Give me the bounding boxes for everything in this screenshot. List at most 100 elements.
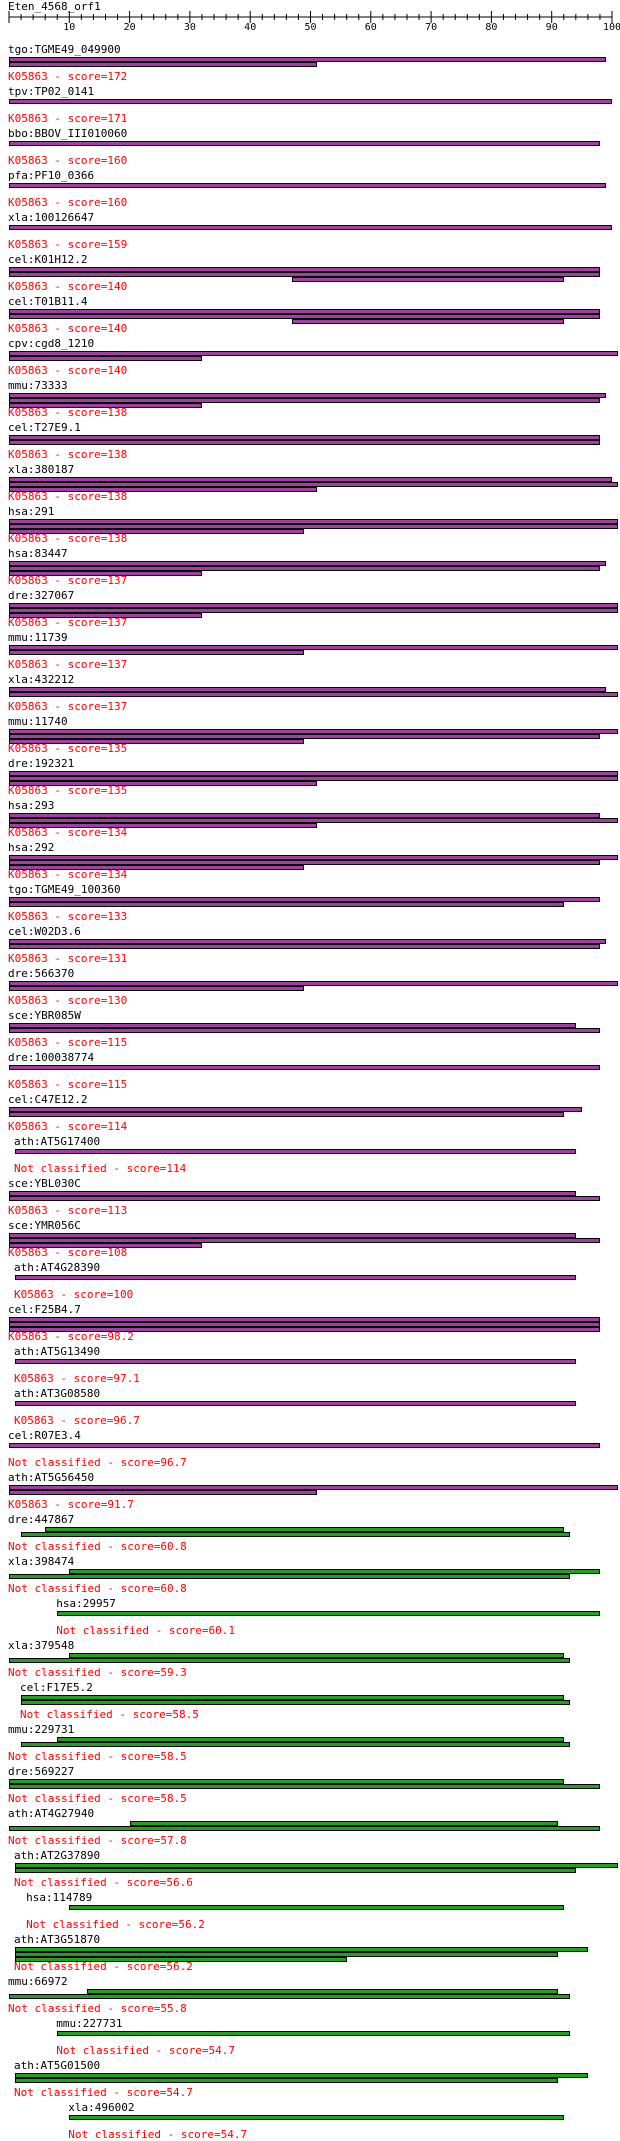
alignment-bar	[87, 1989, 558, 1994]
alignment-bar	[9, 729, 619, 734]
hit-name-link[interactable]: mmu:11739	[8, 631, 68, 644]
alignment-bar	[9, 435, 600, 440]
hit-score-label: Not classified - score=56.2	[14, 1960, 193, 1973]
ruler-tick-label: 50	[304, 22, 316, 30]
alignment-bar	[9, 225, 612, 230]
hit-name-link[interactable]: hsa:83447	[8, 547, 68, 560]
hit-name-link[interactable]: hsa:114789	[26, 1891, 93, 1904]
ruler-tick-label: 60	[365, 22, 377, 30]
alignment-bar	[9, 519, 619, 524]
hit-name-link[interactable]: ath:AT5G01500	[14, 2059, 101, 2072]
alignment-bar	[292, 277, 564, 282]
hit-name-link[interactable]: ath:AT2G37890	[14, 1849, 101, 1862]
hit-name-link[interactable]: dre:327067	[8, 589, 75, 602]
hit-name-link[interactable]: sce:YBR085W	[8, 1009, 81, 1022]
hit-name-link[interactable]: xla:432212	[8, 673, 75, 686]
hit-name-link[interactable]: xla:496002	[68, 2101, 135, 2114]
hit-name-link[interactable]: hsa:291	[8, 505, 55, 518]
alignment-bar	[15, 1359, 576, 1364]
alignment-bar	[9, 99, 612, 104]
hit-name-link[interactable]: xla:380187	[8, 463, 75, 476]
alignment-bar	[57, 1611, 600, 1616]
hit-score-label: K05863 - score=97.1	[14, 1372, 140, 1385]
alignment-bar	[9, 613, 202, 618]
hit-name-link[interactable]: tpv:TP02_0141	[8, 85, 95, 98]
alignment-bar	[15, 2078, 558, 2083]
hit-name-link[interactable]: dre:566370	[8, 967, 75, 980]
hit-score-label: K05863 - score=130	[8, 994, 128, 1007]
alignment-bar	[9, 944, 600, 949]
alignment-bar	[9, 571, 202, 576]
hit-name-link[interactable]: dre:192321	[8, 757, 75, 770]
ruler-tick-label: 20	[124, 22, 136, 30]
alignment-bar	[15, 1868, 576, 1873]
hit-name-link[interactable]: hsa:292	[8, 841, 55, 854]
hit-score-label: K05863 - score=135	[8, 784, 128, 797]
hit-name-link[interactable]: sce:YBL030C	[8, 1177, 81, 1190]
ruler-tick-label: 10	[63, 22, 75, 30]
alignment-bar	[15, 1275, 576, 1280]
hit-name-link[interactable]: cel:R07E3.4	[8, 1429, 81, 1442]
alignment-bar	[15, 2073, 588, 2078]
hit-name-link[interactable]: ath:AT3G51870	[14, 1933, 101, 1946]
hit-name-link[interactable]: cel:F17E5.2	[20, 1681, 93, 1694]
hit-score-label: K05863 - score=96.7	[14, 1414, 140, 1427]
alignment-bar	[15, 1947, 588, 1952]
hit-name-link[interactable]: ath:AT5G56450	[8, 1471, 95, 1484]
alignment-bar	[9, 1327, 600, 1332]
hit-name-link[interactable]: ath:AT5G13490	[14, 1345, 101, 1358]
hit-name-link[interactable]: mmu:229731	[8, 1723, 75, 1736]
alignment-bar	[9, 309, 600, 314]
hit-score-label: Not classified - score=54.7	[56, 2044, 236, 2057]
hit-name-link[interactable]: cel:C47E12.2	[8, 1093, 88, 1106]
hit-name-link[interactable]: bbo:BBOV_III010060	[8, 127, 128, 140]
hit-score-label: K05863 - score=160	[8, 154, 128, 167]
ruler-tick-label: 70	[425, 22, 437, 30]
hit-name-link[interactable]: cel:F25B4.7	[8, 1303, 81, 1316]
hit-name-link[interactable]: cel:W02D3.6	[8, 925, 81, 938]
hit-name-link[interactable]: dre:100038774	[8, 1051, 95, 1064]
hit-name-link[interactable]: dre:569227	[8, 1765, 75, 1778]
hit-name-link[interactable]: cpv:cgd8_1210	[8, 337, 95, 350]
alignment-bar	[21, 1742, 570, 1747]
hit-name-link[interactable]: hsa:29957	[56, 1597, 116, 1610]
hit-name-link[interactable]: pfa:PF10_0366	[8, 169, 95, 182]
hit-name-link[interactable]: xla:100126647	[8, 211, 95, 224]
hit-name-link[interactable]: mmu:66972	[8, 1975, 68, 1988]
hit-name-link[interactable]: tgo:TGME49_100360	[8, 883, 121, 896]
hit-name-link[interactable]: mmu:11740	[8, 715, 68, 728]
alignment-bar	[15, 1952, 558, 1957]
hit-name-link[interactable]: sce:YMR056C	[8, 1219, 81, 1232]
hit-name-link[interactable]: hsa:293	[8, 799, 55, 812]
hit-name-link[interactable]: mmu:73333	[8, 379, 68, 392]
hit-score-label: K05863 - score=134	[8, 826, 128, 839]
hit-score-label: K05863 - score=135	[8, 742, 128, 755]
hit-name-link[interactable]: dre:447867	[8, 1513, 75, 1526]
hit-score-label: Not classified - score=54.7	[14, 2086, 193, 2099]
hit-name-link[interactable]: xla:379548	[8, 1639, 75, 1652]
hit-name-link[interactable]: xla:398474	[8, 1555, 75, 1568]
sequence-ruler: 10 20 30 40 50 60 70 80 90 100	[8, 11, 620, 30]
query-title: Eten_4568_orf1	[8, 0, 101, 13]
alignment-bar	[15, 1863, 619, 1868]
hit-score-label: K05863 - score=115	[8, 1036, 128, 1049]
hit-name-link[interactable]: ath:AT5G17400	[14, 1135, 101, 1148]
hit-name-link[interactable]: mmu:227731	[56, 2017, 123, 2030]
hit-score-label: K05863 - score=138	[8, 490, 128, 503]
alignment-bar	[57, 1737, 564, 1742]
hit-score-label: K05863 - score=140	[8, 322, 128, 335]
hit-name-link[interactable]: cel:K01H12.2	[8, 253, 88, 266]
alignment-bar	[9, 981, 619, 986]
hit-score-label: K05863 - score=160	[8, 196, 128, 209]
hit-name-link[interactable]: cel:T27E9.1	[8, 421, 81, 434]
ruler-tick-label: 90	[546, 22, 558, 30]
hit-name-link[interactable]: ath:AT4G27940	[8, 1807, 95, 1820]
hit-name-link[interactable]: tgo:TGME49_049900	[8, 43, 121, 56]
hit-score-label: K05863 - score=100	[14, 1288, 134, 1301]
hit-name-link[interactable]: ath:AT3G08580	[14, 1387, 101, 1400]
hit-score-label: K05863 - score=108	[8, 1246, 128, 1259]
hit-name-link[interactable]: cel:T01B11.4	[8, 295, 88, 308]
hit-name-link[interactable]: ath:AT4G28390	[14, 1261, 101, 1274]
alignment-bar	[9, 183, 606, 188]
